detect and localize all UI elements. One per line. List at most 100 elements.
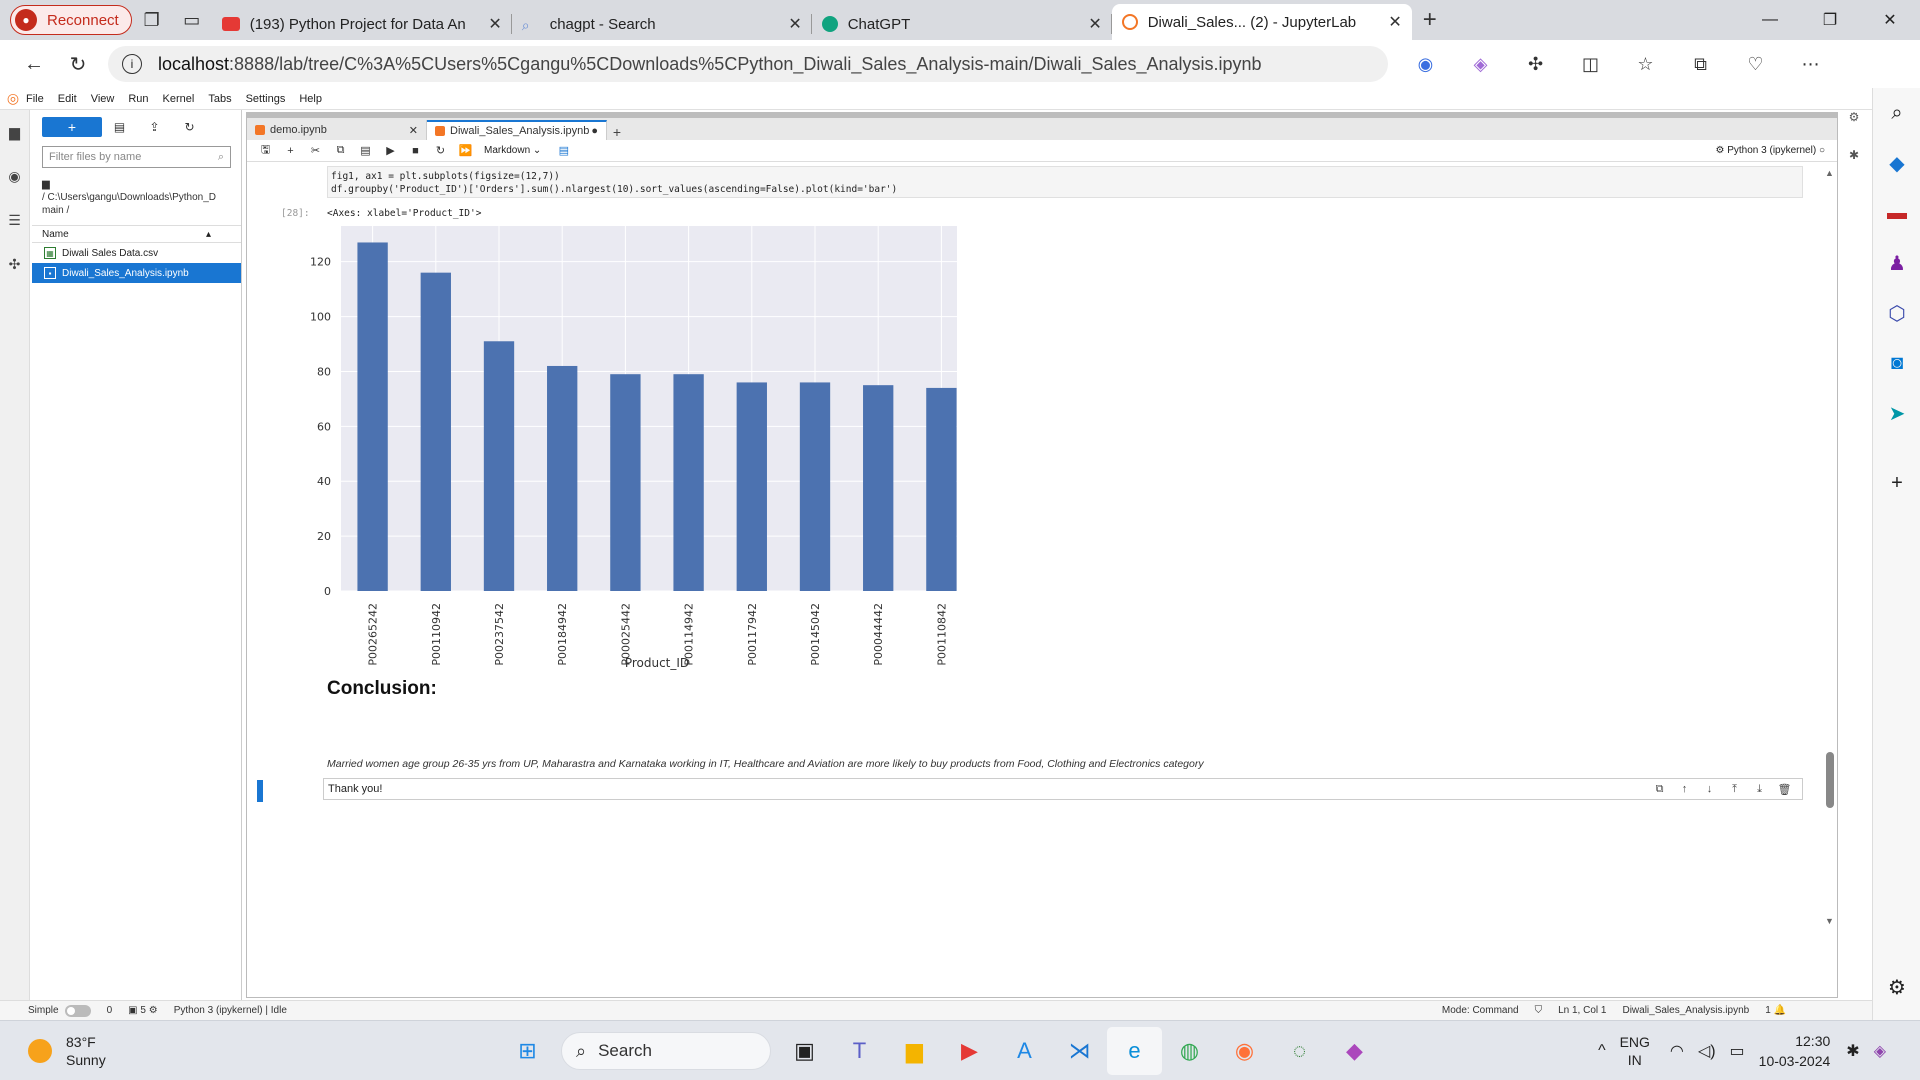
add-tab-button[interactable]: + [612,124,622,140]
microsoft365-icon[interactable]: ⬡ [1888,302,1906,325]
close-icon[interactable]: ✕ [488,16,502,33]
restart-icon[interactable]: ↻ [435,145,446,157]
run-icon[interactable]: ▶ [386,145,395,157]
kernels-count[interactable]: ▣ 5 ⚙ [128,1005,158,1016]
folder-icon[interactable]: ▆ [9,123,20,140]
terminals-count[interactable]: 0 [106,1005,113,1016]
jupyter-taskbar-icon[interactable]: ◌ [1292,1038,1307,1063]
code-cell[interactable]: fig1, ax1 = plt.subplots(figsize=(12,7))… [327,166,1803,198]
filter-files-input[interactable]: Filter files by name ⌕ [42,146,231,168]
running-kernels-icon[interactable]: ◉ [8,167,21,184]
close-icon[interactable]: ✕ [1388,14,1402,31]
chrome-icon[interactable]: ◍ [1179,1038,1200,1063]
copilot-icon[interactable]: ◉ [1417,53,1434,74]
search-icon[interactable]: ⌕ [1891,101,1903,124]
menu-help[interactable]: Help [299,92,322,105]
copilot-icon[interactable]: ◈ [1873,1043,1886,1060]
kernel-indicator[interactable]: ⚙ Python 3 (ipykernel) ○ [1715,145,1825,156]
menu-view[interactable]: View [90,92,115,105]
tab-demo[interactable]: demo.ipynb ✕ [247,120,427,140]
new-folder-icon[interactable]: ▤ [113,120,126,134]
close-icon[interactable]: ✕ [408,124,418,137]
wifi-icon[interactable]: ◠ [1669,1043,1684,1060]
delete-cell-icon[interactable]: 🗑 [1777,784,1792,796]
unsaved-dot-icon[interactable]: ● [591,125,598,137]
run-all-icon[interactable]: ⏩ [458,145,473,157]
chevron-up-icon[interactable]: ^ [1598,1042,1606,1059]
add-icon[interactable]: + [1891,471,1903,494]
browser-tab-jupyterlab[interactable]: Diwali_Sales... (2) - JupyterLab ✕ [1111,4,1412,40]
taskbar-search[interactable]: ⌕ Search [561,1032,771,1070]
games-icon[interactable]: ♟ [1888,252,1906,275]
extensions-icon[interactable]: ✣ [1527,53,1544,74]
split-screen-icon[interactable]: ◫ [1581,53,1599,74]
send-icon[interactable]: ➤ [1888,402,1906,425]
tools-icon[interactable]: ▬ [1887,201,1907,224]
cut-icon[interactable]: ✂ [310,145,321,157]
insert-above-icon[interactable]: ⤒ [1732,783,1737,795]
windows-start-icon[interactable]: ⊞ [518,1038,537,1063]
browser-tab-search[interactable]: ⌕ chagpt - Search ✕ [512,8,812,40]
refresh-icon[interactable]: ↻ [69,53,87,76]
insert-below-icon[interactable]: ⤓ [1757,783,1762,795]
teams-icon[interactable]: T [852,1038,867,1063]
simple-mode-toggle[interactable]: Simple [28,1004,91,1017]
browser-essentials-icon[interactable]: ♡ [1747,53,1764,74]
upload-icon[interactable]: ⇪ [149,120,160,134]
minimize-icon[interactable]: — [1762,11,1778,28]
toggle-switch[interactable] [64,1004,91,1017]
copy-icon[interactable]: ⧉ [336,144,345,156]
debugger-icon[interactable]: ✱ [1848,148,1860,162]
settings-icon[interactable]: ⚙ [1888,976,1906,999]
command-palette-icon[interactable]: ▤ [558,145,570,157]
workspaces-icon[interactable]: ❐ [143,9,160,30]
file-item-csv[interactable]: ▦ Diwali Sales Data.csv [32,243,241,263]
move-down-icon[interactable]: ↓ [1706,783,1713,795]
menu-settings[interactable]: Settings [245,92,286,105]
shield-icon[interactable]: ⛉ [1534,1005,1543,1016]
refresh-icon[interactable]: ↻ [184,120,195,134]
reconnect-button[interactable]: ● Reconnect [10,5,132,35]
new-tab-button[interactable]: + [1422,6,1437,33]
shopping-tag-icon[interactable]: ◆ [1889,152,1905,175]
menu-kernel[interactable]: Kernel [162,92,195,105]
app-store-icon[interactable]: A [1017,1038,1032,1063]
close-window-icon[interactable]: ✕ [1883,12,1897,29]
url-input[interactable]: i localhost :8888/lab/tree/C%3A%5CUsers%… [108,46,1388,82]
tab-actions-icon[interactable]: ▭ [183,9,201,30]
markdown-cell-thank-you[interactable]: Thank you! [323,778,1803,800]
close-icon[interactable]: ✕ [1088,16,1102,33]
collections-icon[interactable]: ⧉ [1694,53,1707,74]
weather-widget[interactable]: 83°F Sunny [28,1033,228,1069]
paste-icon[interactable]: ▤ [360,145,371,157]
close-icon[interactable]: ✕ [788,16,802,33]
duplicate-cell-icon[interactable]: ⧉ [1655,783,1664,795]
clock[interactable]: 12:30 10-03-2024 [1759,1031,1831,1071]
battery-icon[interactable]: ▭ [1729,1043,1745,1060]
scroll-down-icon[interactable]: ▼ [1825,916,1834,926]
site-info-icon[interactable]: i [122,54,142,74]
breadcrumb-path[interactable]: / C:\Users\gangu\Downloads\Python_D main… [42,192,216,216]
notebook-scrollbar[interactable]: ▲ ▼ [1823,168,1837,978]
volume-icon[interactable]: ◁) [1697,1043,1716,1060]
menu-file[interactable]: File [26,92,44,105]
folder-icon[interactable]: ▆ [42,179,50,190]
edge-icon[interactable]: e [1107,1027,1162,1075]
save-icon[interactable]: 🖫 [260,144,271,156]
extensions-icon[interactable]: ✣ [8,255,21,272]
vscode-icon[interactable]: ⋊ [1068,1038,1091,1063]
property-inspector-icon[interactable]: ⚙ [1848,110,1860,124]
scroll-up-icon[interactable]: ▲ [1825,168,1834,178]
task-view-icon[interactable]: ▣ [794,1038,815,1063]
tab-diwali-analysis[interactable]: Diwali_Sales_Analysis.ipynb ● [427,120,607,140]
table-of-contents-icon[interactable]: ☰ [8,211,21,228]
scroll-thumb[interactable] [1826,752,1834,808]
restore-icon[interactable]: ❐ [1822,12,1838,29]
cursor-position[interactable]: Ln 1, Col 1 [1558,1005,1607,1016]
move-up-icon[interactable]: ↑ [1681,783,1688,795]
firefox-icon[interactable]: ◉ [1234,1038,1255,1063]
name-column-header[interactable]: Name ▴ [32,225,241,243]
menu-run[interactable]: Run [128,92,149,105]
menu-edit[interactable]: Edit [57,92,77,105]
ai-app-icon[interactable]: ◆ [1346,1038,1363,1063]
